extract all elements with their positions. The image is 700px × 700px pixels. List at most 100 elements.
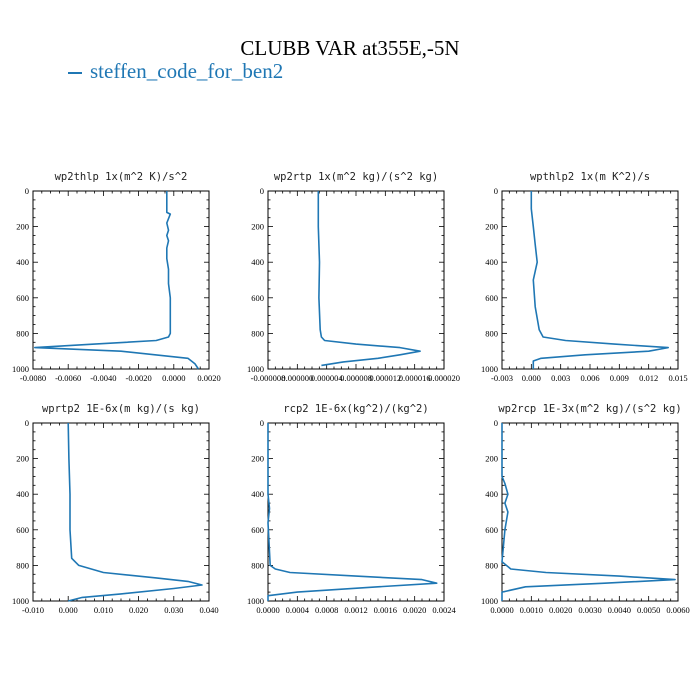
x-tick-label: 0.015 (668, 373, 687, 383)
x-tick-label: -0.010 (22, 605, 44, 615)
x-tick-label: 0.009 (610, 373, 629, 383)
x-tick-label: 0.0020 (197, 373, 220, 383)
panel-6: wp2rcp 1E-3x(m^2 kg)/(s^2 kg)0 200 400 600 8… (481, 403, 690, 615)
y-tick-label: 600 (251, 293, 264, 303)
y-tick-label: 0 (494, 418, 498, 428)
x-tick-label: 0.0024 (432, 605, 456, 615)
panel-title: wpthlp2 1x(m K^2)/s (530, 171, 650, 183)
x-tick-label: 0.012 (639, 373, 658, 383)
y-tick-label: 400 (485, 489, 498, 499)
legend-line-swatch (68, 72, 82, 75)
y-tick-label: 0 (25, 418, 29, 428)
y-tick-label: 400 (251, 257, 264, 267)
x-tick-label: -0.0020 (125, 373, 151, 383)
panel-4: wprtp2 1E-6x(m kg)/(s kg) 0 200 400 600 800 10… (12, 403, 219, 615)
panel-title: wp2rcp 1E-3x(m^2 kg)/(s^2 kg) (498, 403, 681, 415)
x-tick-label: 0.000008 (340, 373, 372, 383)
x-tick-label: 0.006 (580, 373, 599, 383)
x-tick-label: 0.0000 (490, 605, 513, 615)
y-tick-label: 800 (16, 560, 29, 570)
y-tick-label: 600 (16, 293, 29, 303)
x-tick-label: 0.0000 (256, 605, 279, 615)
x-tick-label: -0.0060 (55, 373, 81, 383)
panel-title: wp2thlp 1x(m^2 K)/s^2 (55, 171, 188, 183)
y-tick-label: 200 (251, 454, 264, 464)
x-tick-label: 0.020 (129, 605, 148, 615)
y-tick-label: 400 (16, 257, 29, 267)
figure-title: CLUBB VAR at355E,-5N (240, 36, 460, 60)
x-tick-label: 0.000020 (428, 373, 460, 383)
x-tick-label: 0.0000 (162, 373, 185, 383)
panel-2: wp2rtp 1x(m^2 kg)/(s^2 kg) 0 200 400 600 800 1… (247, 171, 460, 383)
x-tick-label: 0.010 (94, 605, 113, 615)
x-tick-label: -0.0040 (90, 373, 116, 383)
x-tick-label: 0.0030 (578, 605, 601, 615)
panel-5: rcp2 1E-6x(kg^2)/(kg^2) 0 200 400 600 800 1000… (247, 403, 456, 615)
y-tick-label: 1000 (12, 596, 29, 606)
x-tick-label: 0.000012 (369, 373, 401, 383)
x-tick-label: -0.0080 (20, 373, 46, 383)
y-tick-label: 600 (485, 293, 498, 303)
y-tick-label: 400 (251, 489, 264, 499)
x-tick-label: 0.000 (522, 373, 541, 383)
y-tick-label: 1000 (247, 596, 264, 606)
x-tick-label: 0.000 (59, 605, 78, 615)
series-line (33, 191, 200, 370)
y-tick-label: 400 (485, 257, 498, 267)
y-tick-label: 400 (16, 489, 29, 499)
y-tick-label: 800 (251, 560, 264, 570)
panel-title: wp2rtp 1x(m^2 kg)/(s^2 kg) (274, 171, 438, 183)
x-tick-label: 0.000016 (399, 373, 431, 383)
x-tick-label: 0.0004 (286, 605, 310, 615)
y-tick-label: 200 (16, 454, 29, 464)
x-tick-label: 0.0020 (549, 605, 572, 615)
x-tick-label: 0.000004 (311, 373, 344, 383)
y-tick-label: 200 (485, 454, 498, 464)
y-tick-label: 0 (260, 418, 264, 428)
x-tick-label: 0.0050 (637, 605, 660, 615)
y-tick-label: 800 (251, 328, 264, 338)
panel-1: wp2thlp 1x(m^2 K)/s^202004006008001000-0… (12, 171, 221, 383)
x-tick-label: 0.0060 (666, 605, 689, 615)
y-tick-label: 1000 (481, 364, 498, 374)
y-tick-label: 1000 (481, 596, 498, 606)
x-tick-label: 0.0016 (374, 605, 397, 615)
x-tick-label: 0.030 (164, 605, 183, 615)
y-tick-label: 1000 (247, 364, 264, 374)
x-tick-label: 0.0012 (344, 605, 367, 615)
x-tick-label: 0.003 (551, 373, 570, 383)
series-line (530, 191, 670, 369)
plot-frame (267, 422, 445, 602)
x-tick-label: 0.0008 (315, 605, 338, 615)
plot-frame (267, 190, 445, 370)
x-tick-label: 0.0040 (608, 605, 631, 615)
x-tick-label: 0.0010 (520, 605, 543, 615)
y-tick-label: 200 (16, 222, 29, 232)
x-tick-label: 0.000000 (281, 373, 313, 383)
panel-title: wprtp2 1E-6x(m kg)/(s kg) (42, 403, 200, 415)
y-tick-label: 0 (260, 186, 264, 196)
y-tick-label: 800 (485, 560, 498, 570)
x-tick-label: 0.0020 (403, 605, 426, 615)
y-tick-label: 600 (251, 525, 264, 535)
x-tick-label: 0.040 (199, 605, 218, 615)
y-tick-label: 600 (16, 525, 29, 535)
series-line (267, 423, 438, 601)
x-tick-label: -0.003 (491, 373, 513, 383)
series-line (501, 423, 676, 601)
y-tick-label: 0 (494, 186, 498, 196)
y-tick-label: 600 (485, 525, 498, 535)
y-tick-label: 800 (16, 328, 29, 338)
legend: steffen_code_for_ben2 (68, 59, 283, 84)
y-tick-label: 0 (25, 186, 29, 196)
y-tick-label: 1000 (12, 364, 29, 374)
y-tick-label: 200 (485, 222, 498, 232)
x-tick-label: -0.000008 (251, 373, 286, 383)
panel-3: wpthlp2 1x(m K^2)/s 0 200 400 600 800 1000-0.0… (481, 171, 688, 383)
series-line (67, 422, 203, 602)
series-line (317, 191, 421, 367)
y-tick-label: 200 (251, 222, 264, 232)
y-tick-label: 800 (485, 328, 498, 338)
legend-label: steffen_code_for_ben2 (90, 59, 284, 83)
